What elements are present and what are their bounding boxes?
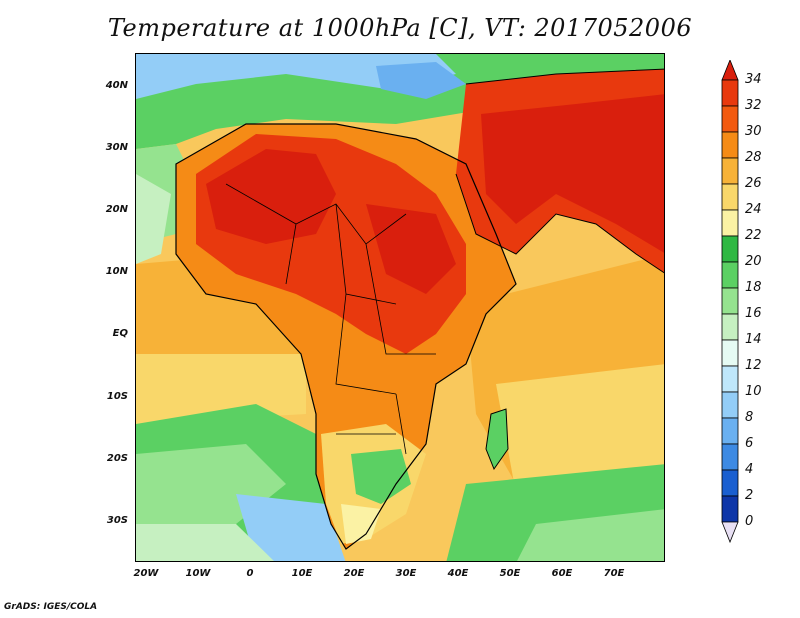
lon-label-50e: 50E <box>499 568 521 579</box>
colorbar-arrow-bottom <box>721 521 739 544</box>
colorbar-label: 8 <box>745 410 754 425</box>
grads-credit: GrADS: IGES/COLA <box>4 602 98 612</box>
lat-label-30n: 30N <box>105 142 128 153</box>
colorbar-label: 6 <box>745 436 754 451</box>
lon-label-20e: 20E <box>343 568 365 579</box>
colorbar-label: 30 <box>745 124 762 139</box>
colorbar-label: 18 <box>745 280 762 295</box>
colorbar-bin <box>721 235 739 263</box>
colorbar-label: 34 <box>745 72 762 87</box>
colorbar-bin <box>721 339 739 367</box>
colorbar-label: 28 <box>745 150 762 165</box>
colorbar-bin <box>721 157 739 185</box>
colorbar-label: 26 <box>745 176 762 191</box>
colorbar-bin <box>721 313 739 341</box>
colorbar-label: 2 <box>745 488 754 503</box>
lon-label-0: 0 <box>246 568 254 579</box>
colorbar-bin <box>721 287 739 315</box>
lon-label-10e: 10E <box>291 568 313 579</box>
lon-label-10w: 10W <box>185 568 211 579</box>
lon-label-70e: 70E <box>603 568 625 579</box>
colorbar-label: 20 <box>745 254 762 269</box>
colorbar-bin <box>721 131 739 159</box>
colorbar-label: 32 <box>745 98 762 113</box>
lon-label-60e: 60E <box>551 568 573 579</box>
colorbar-bin <box>721 209 739 237</box>
colorbar-bin <box>721 261 739 289</box>
lat-label-20s: 20S <box>106 453 128 464</box>
colorbar-bin <box>721 105 739 133</box>
lat-label-10s: 10S <box>106 391 128 402</box>
lat-label-10n: 10N <box>105 266 128 277</box>
map-title: Temperature at 1000hPa [C], VT: 20170520… <box>107 14 693 42</box>
colorbar-bin <box>721 365 739 393</box>
colorbar-bin <box>721 469 739 497</box>
lat-label-40n: 40N <box>105 80 128 91</box>
colorbar-bin <box>721 79 739 107</box>
colorbar-bin <box>721 417 739 445</box>
colorbar-label: 14 <box>745 332 762 347</box>
lat-label-20n: 20N <box>105 204 128 215</box>
colorbar-label: 4 <box>745 462 754 477</box>
colorbar-bin <box>721 443 739 471</box>
temperature-field <box>136 54 664 561</box>
temperature-map <box>135 53 665 562</box>
colorbar-bin <box>721 183 739 211</box>
colorbar-arrow-top <box>721 60 739 81</box>
colorbar-label: 0 <box>745 514 754 529</box>
lon-label-20w: 20W <box>133 568 159 579</box>
colorbar-label: 24 <box>745 202 762 217</box>
colorbar-label: 10 <box>745 384 762 399</box>
lon-label-40e: 40E <box>447 568 469 579</box>
colorbar-bin <box>721 495 739 523</box>
colorbar-bin <box>721 391 739 419</box>
lat-label-30s: 30S <box>106 515 128 526</box>
colorbar-label: 22 <box>745 228 762 243</box>
colorbar-label: 16 <box>745 306 762 321</box>
lat-label-eq: EQ <box>112 328 128 339</box>
colorbar-label: 12 <box>745 358 762 373</box>
lon-label-30e: 30E <box>395 568 417 579</box>
colorbar <box>721 60 739 544</box>
